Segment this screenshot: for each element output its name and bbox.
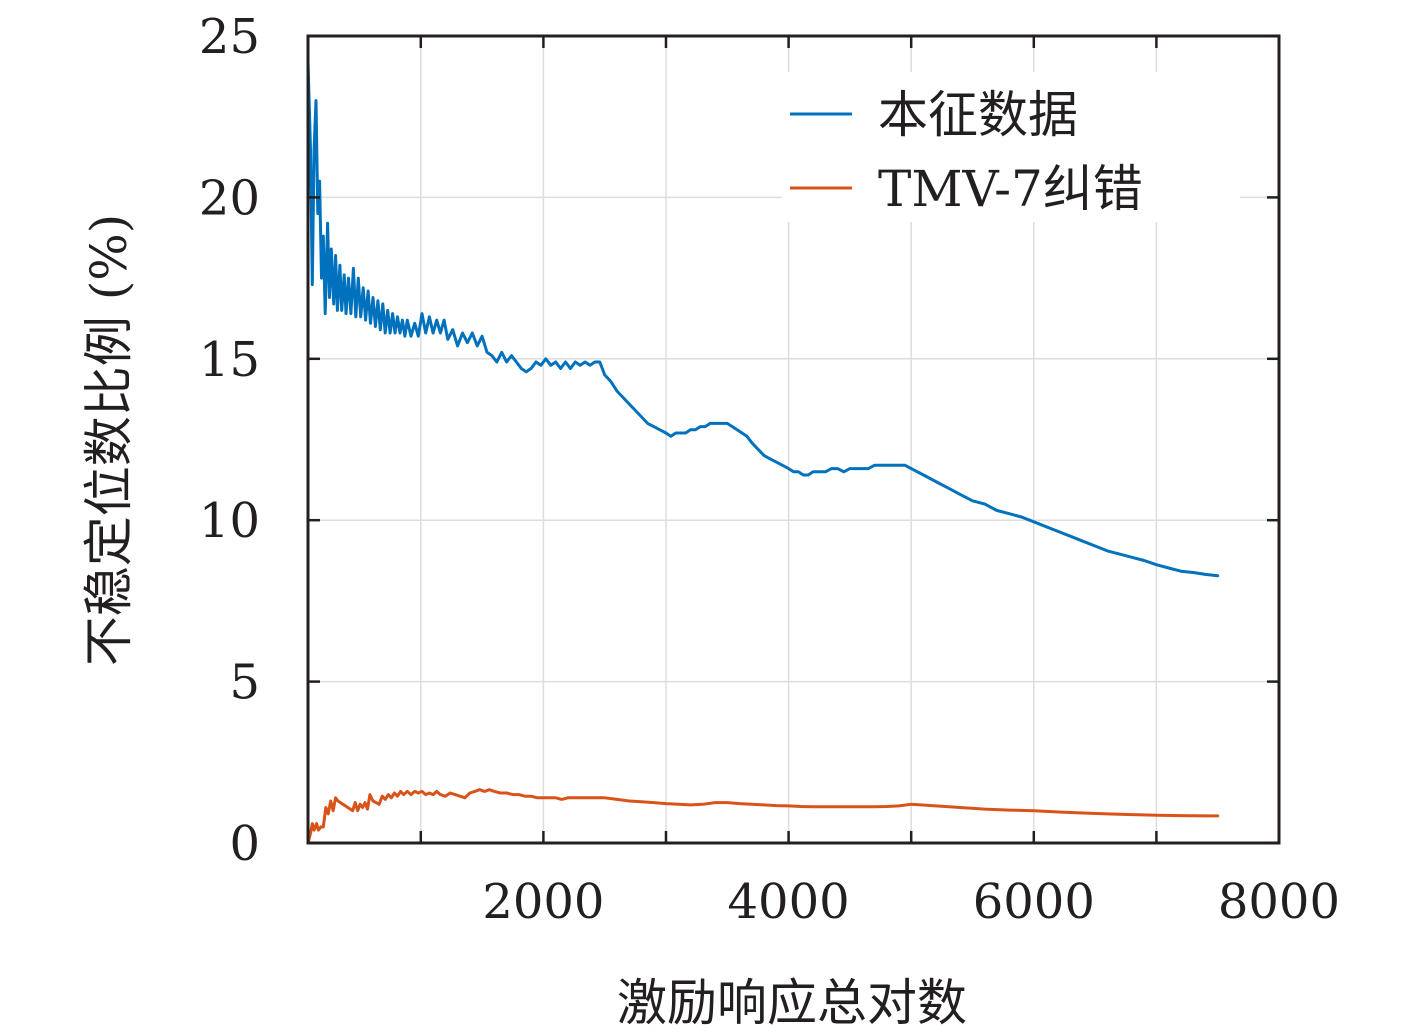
legend-layer: 本征数据 TMV-7纠错 <box>782 72 1240 222</box>
y-tick-label: 20 <box>199 170 260 226</box>
y-tick-label: 25 <box>199 9 260 65</box>
y-tick-label: 0 <box>229 816 260 872</box>
x-tick-label: 2000 <box>482 874 604 930</box>
y-tick-label: 15 <box>199 332 260 388</box>
series-layer <box>306 60 1220 845</box>
x-tick-label: 8000 <box>1218 874 1340 930</box>
tick-layer: 2000 4000 6000 8000 0 5 10 15 20 25 <box>199 9 1340 930</box>
legend-label-1: 本征数据 <box>878 86 1078 144</box>
axes-layer <box>306 34 1281 845</box>
x-tick-label: 6000 <box>973 874 1095 930</box>
series-line-1 <box>306 60 1220 578</box>
series-line-2 <box>306 788 1220 845</box>
y-axis-label: 不稳定位数比例 (%) <box>80 214 138 666</box>
x-axis-label: 激励响应总对数 <box>617 974 967 1032</box>
x-tick-label: 4000 <box>728 874 850 930</box>
legend-label-2: TMV-7纠错 <box>878 160 1143 218</box>
y-tick-label: 5 <box>229 655 260 711</box>
legend-box <box>782 72 1240 222</box>
y-tick-label: 10 <box>199 493 260 549</box>
plot-frame <box>306 34 1281 845</box>
